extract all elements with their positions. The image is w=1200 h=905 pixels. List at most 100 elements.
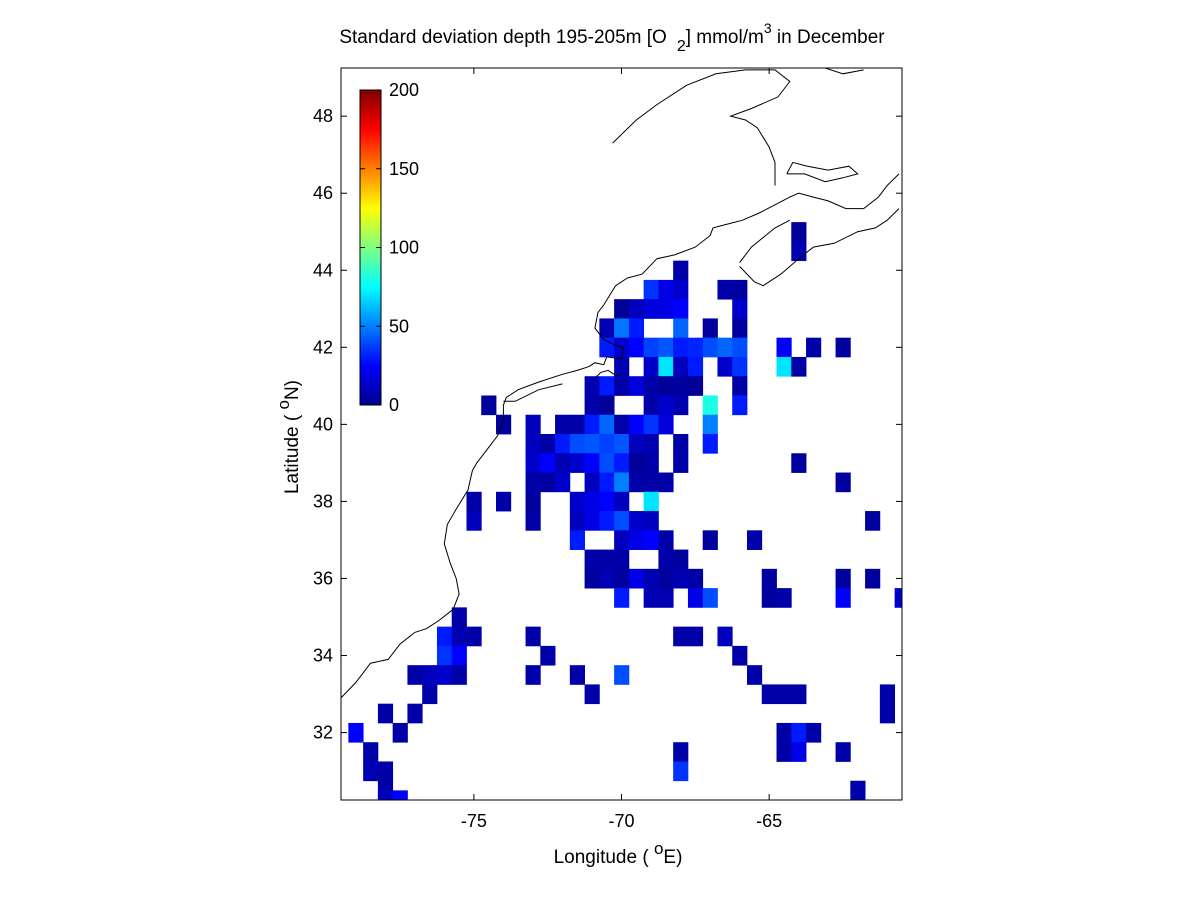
heatmap-cell [702, 588, 718, 608]
heatmap-cell [835, 588, 851, 608]
coastline [786, 161, 859, 183]
heatmap-cell [835, 742, 851, 762]
heatmap-cell [614, 491, 630, 512]
heatmap-cell [614, 318, 630, 339]
y-tick-label: 36 [313, 568, 333, 588]
x-axis-label: Longitude ( oE) [554, 839, 683, 868]
heatmap-cell [673, 279, 689, 300]
heatmap-cell [643, 434, 659, 454]
heatmap-cell [658, 395, 674, 416]
heatmap-cell [614, 434, 630, 454]
heatmap-cell [643, 568, 659, 589]
heatmap-cell [614, 472, 630, 493]
heatmap-cell [569, 511, 585, 531]
heatmap-cell [865, 568, 881, 589]
heatmap-cell [687, 626, 704, 647]
y-tick-label: 34 [313, 646, 333, 666]
heatmap-cell [643, 491, 659, 512]
heatmap-cell [451, 645, 467, 666]
heatmap-cell [761, 568, 777, 589]
y-tick-label: 32 [313, 723, 333, 743]
heatmap-cell [835, 472, 851, 493]
colorbar-tick-label: 100 [389, 238, 419, 258]
y-tick-label: 40 [313, 414, 333, 434]
heatmap-cell [761, 684, 777, 705]
heatmap-cell [599, 414, 615, 435]
heatmap-cell [584, 568, 600, 589]
heatmap-cell [791, 453, 807, 473]
heatmap-cell [540, 434, 556, 454]
heatmap-cell [614, 549, 630, 570]
heatmap-cell [687, 356, 704, 377]
heatmap-cell [569, 414, 585, 435]
y-tick-label: 46 [313, 183, 333, 203]
coastline [503, 383, 563, 402]
heatmap-cell [643, 472, 659, 493]
heatmap-cell [643, 453, 659, 473]
heatmap-cell [673, 549, 689, 570]
heatmap-cell [348, 722, 364, 743]
heatmap-cell [658, 376, 674, 396]
heatmap-cell [614, 414, 630, 435]
colorbar-tick-label: 150 [389, 159, 419, 179]
heatmap-cell [776, 356, 792, 377]
heatmap-cell [584, 491, 600, 512]
heatmap-cell [761, 588, 777, 608]
heatmap-cell [407, 703, 423, 724]
heatmap-cell [732, 299, 748, 319]
heatmap-cell [687, 568, 704, 589]
heatmap-cell [525, 626, 541, 647]
heatmap-cell [525, 434, 541, 454]
heatmap-cell [555, 472, 571, 493]
heatmap-cell [746, 665, 763, 685]
heatmap-cell [628, 299, 645, 319]
heatmap-cell [702, 530, 718, 550]
heatmap-cell [702, 434, 718, 454]
colorbar-tick-label: 50 [389, 316, 409, 336]
heatmap-cell [569, 434, 585, 454]
colorbar-tick-label: 200 [389, 80, 419, 100]
heatmap-cell [791, 356, 807, 377]
heatmap-cell [614, 665, 630, 685]
heatmap-cell [392, 790, 408, 800]
heatmap-cell [746, 530, 763, 550]
heatmap-cell [643, 414, 659, 435]
heatmap-cell [599, 453, 615, 473]
x-tick-label: -70 [608, 811, 634, 831]
coastline [341, 173, 900, 699]
heatmap-cell [451, 626, 467, 647]
heatmap-cell [584, 684, 600, 705]
heatmap-cell [702, 395, 718, 416]
heatmap-cell [879, 684, 896, 705]
heatmap-cell [658, 530, 674, 550]
heatmap-cell [791, 684, 807, 705]
heatmap-cell [363, 742, 379, 762]
heatmap-cell [673, 761, 689, 782]
heatmap-cell [643, 511, 659, 531]
heatmap-cell [614, 356, 630, 377]
heatmap-cell [628, 376, 645, 396]
coastline [594, 369, 621, 379]
heatmap-cell [584, 434, 600, 454]
heatmap-cell [525, 414, 541, 435]
heatmap-cell [732, 395, 748, 416]
heatmap-cell [628, 318, 645, 339]
heatmap-cell [643, 279, 659, 300]
heatmap-cell [377, 703, 394, 724]
heatmap-cell [599, 568, 615, 589]
heatmap-cell [599, 434, 615, 454]
heatmap-cell [658, 472, 674, 493]
heatmap-cell [614, 337, 630, 358]
y-axis-label: Latitude ( oN) [274, 380, 303, 494]
heatmap-cell [377, 790, 394, 800]
heatmap-cell [717, 337, 733, 358]
heatmap-cell [835, 568, 851, 589]
heatmap-cell [702, 318, 718, 339]
coastline-layer [341, 68, 900, 699]
heatmap-cell [732, 645, 748, 666]
heatmap-cell [614, 568, 630, 589]
heatmap-cell [584, 472, 600, 493]
heatmap-cell [879, 703, 896, 724]
colorbar-tick-label: 0 [389, 395, 399, 415]
